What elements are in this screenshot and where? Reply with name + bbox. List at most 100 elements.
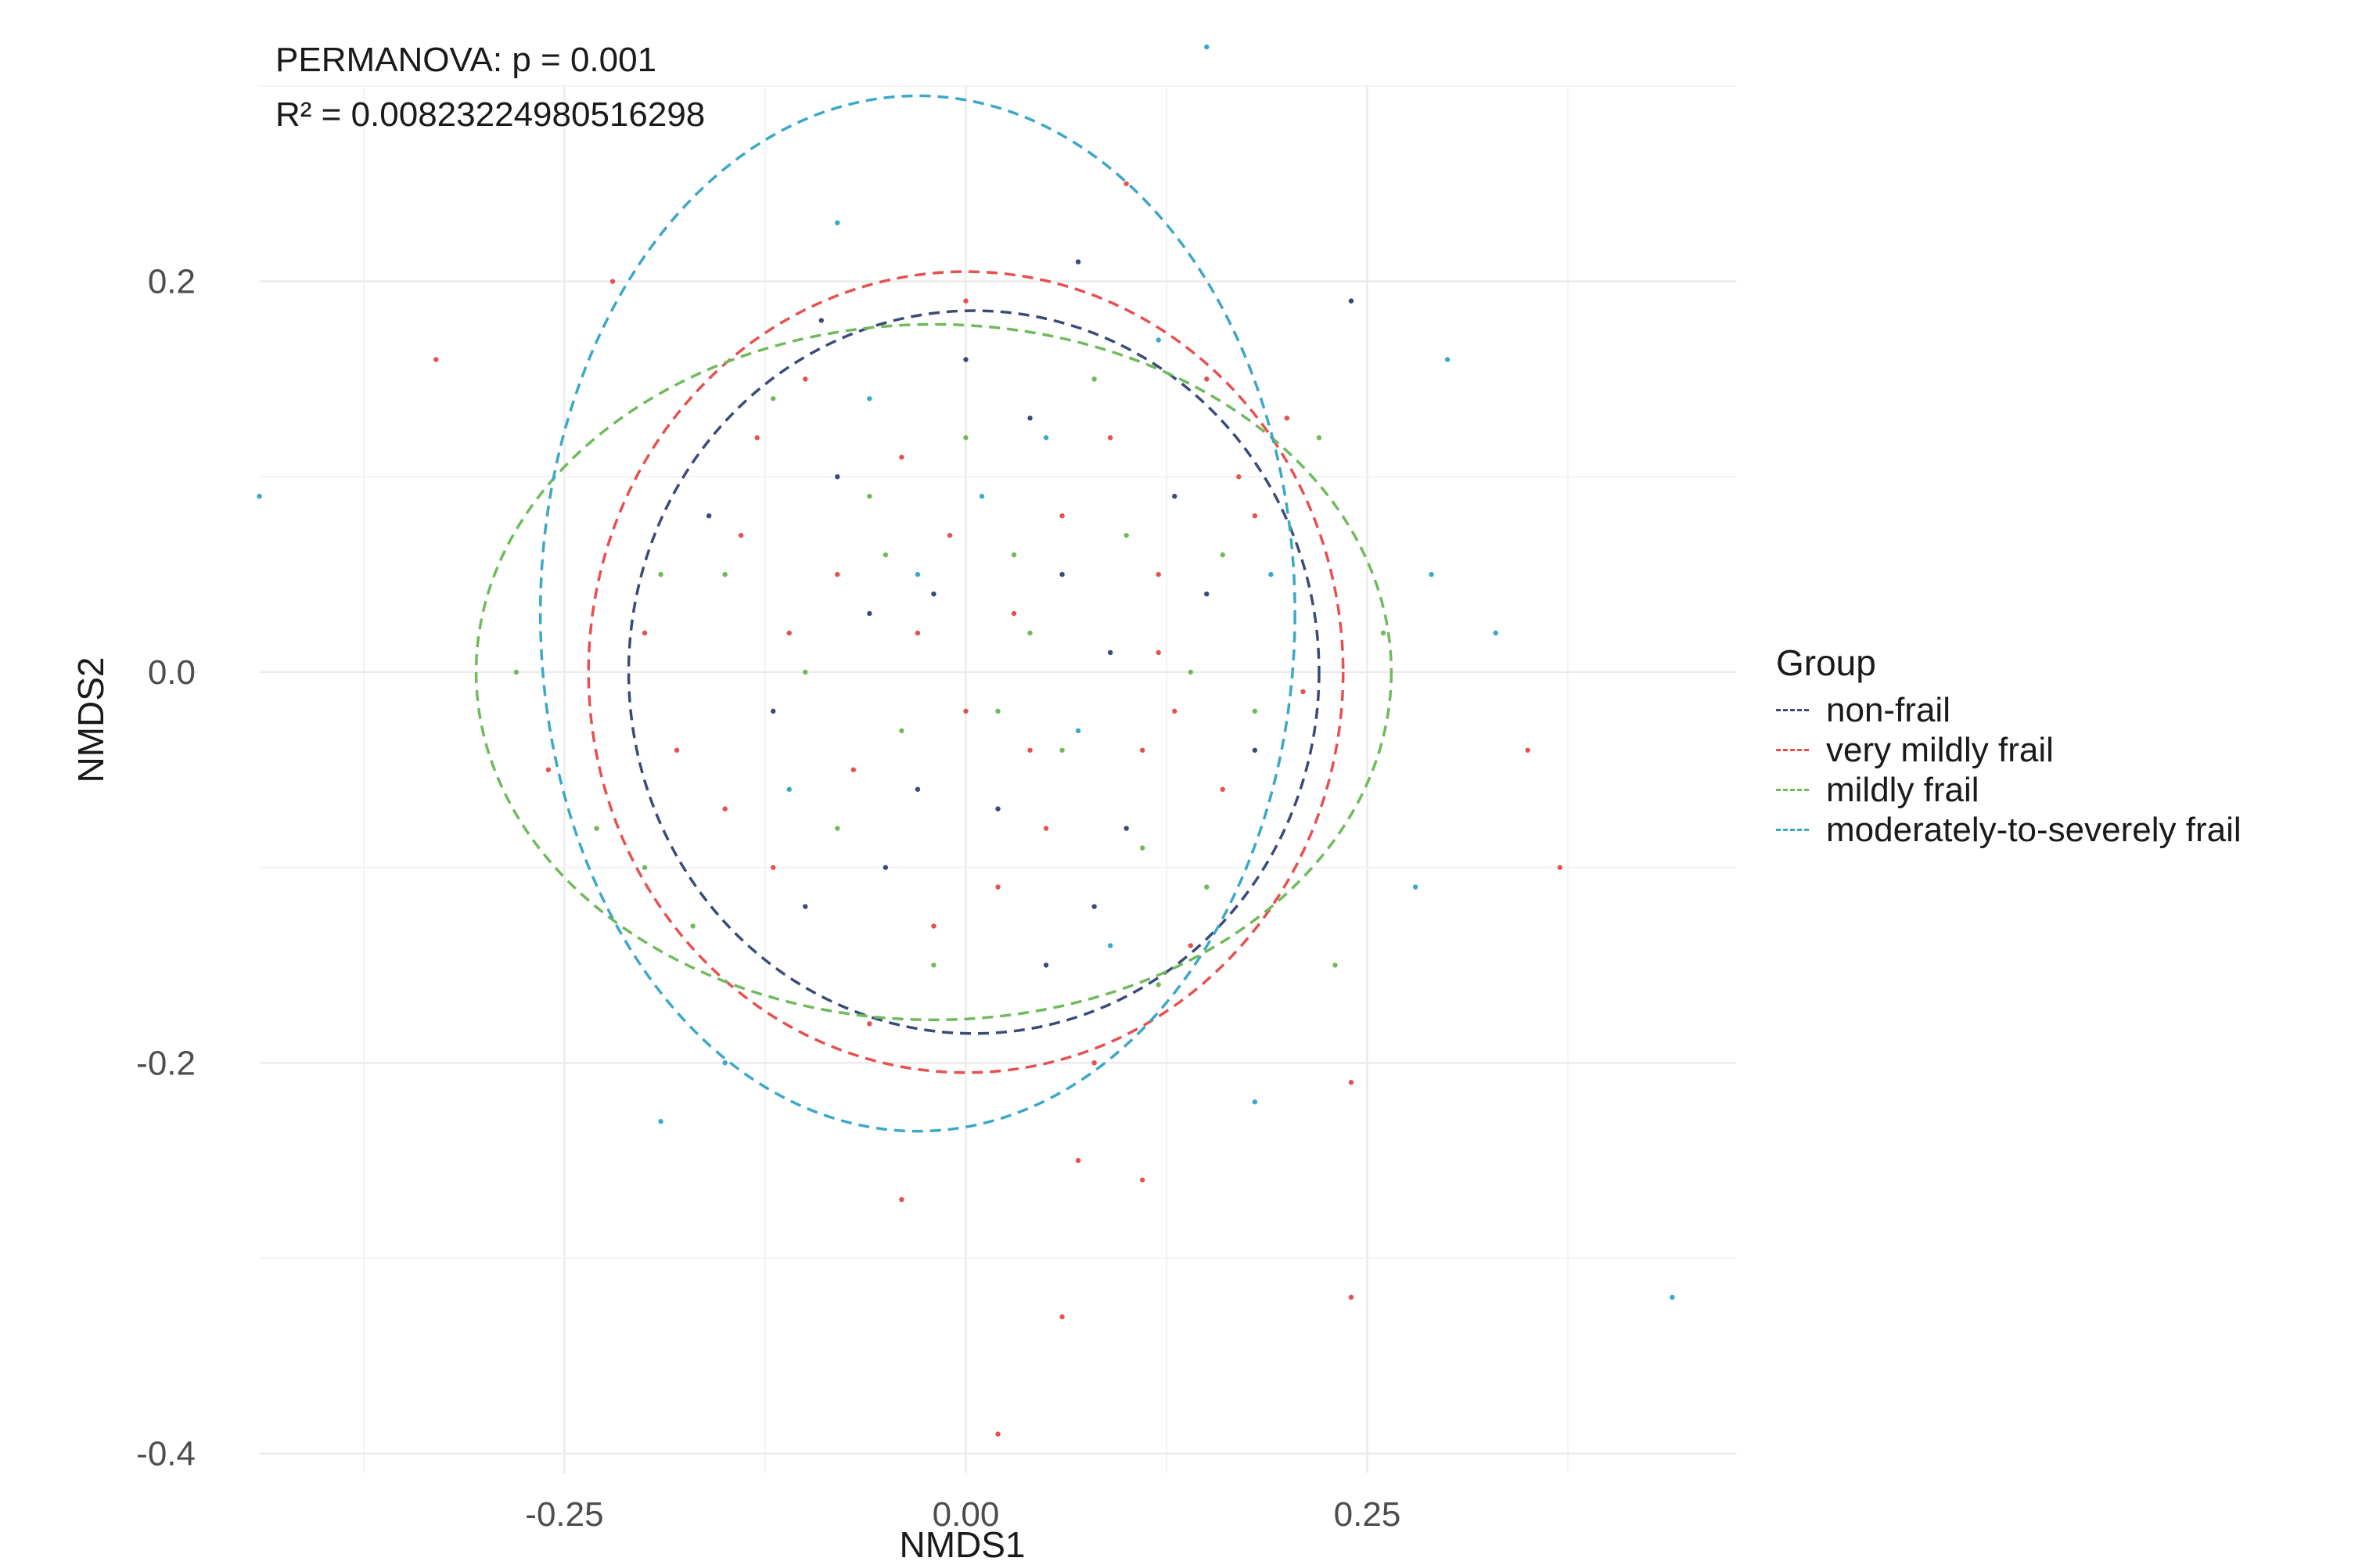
data-point [1075,1157,1081,1164]
data-point [513,669,520,675]
legend-key-very-mildly-frail [1776,749,1809,751]
data-point [1429,571,1434,577]
data-point [722,1060,728,1066]
data-point [1172,708,1177,714]
data-point [915,786,921,792]
data-point [1204,44,1210,50]
data-point [947,532,953,538]
data-point [818,318,824,323]
ellipse-series-1 [587,270,1345,1074]
data-point [1316,435,1322,441]
data-point [771,396,776,401]
legend-label: very mildly frail [1826,730,2054,769]
data-point [1123,826,1129,831]
data-point [867,610,872,617]
x-axis-ticks: -0.25 0.00 0.25 [525,1495,1400,1534]
data-point [1348,298,1354,304]
data-point [1268,571,1274,577]
data-point [1156,337,1161,343]
legend-title: Group [1776,642,1876,683]
data-point [1557,865,1562,870]
data-point [835,474,840,480]
data-point [803,376,808,382]
legend-item-very-mildly-frail: very mildly frail [1776,730,2242,770]
data-point [642,865,648,870]
x-tick-label: 0.25 [1334,1495,1401,1534]
data-point [1059,571,1065,577]
data-point [931,591,937,597]
data-point [1412,884,1418,890]
data-point [1091,376,1097,382]
data-point [899,728,904,734]
y-tick-label: -0.2 [136,1044,196,1082]
data-point [1300,689,1306,695]
data-point [1204,591,1210,597]
legend-label: mildly frail [1826,770,1979,809]
ellipse-series-0 [627,309,1321,1035]
data-point [771,865,776,870]
data-point [1091,1060,1097,1066]
data-point [979,494,985,499]
data-point [1220,552,1226,558]
data-point [931,962,937,968]
data-point [1140,1177,1145,1183]
data-point [674,747,680,753]
data-point [786,630,792,636]
data-point [1252,708,1258,714]
data-point [1204,884,1210,890]
data-point [1348,1080,1354,1085]
data-point [1252,1099,1258,1105]
data-point [915,571,921,577]
legend-label: moderately-to-severely frail [1826,810,2242,849]
data-point [1156,571,1161,577]
data-point [1188,943,1193,948]
data-point [1075,259,1081,264]
data-point [867,396,872,401]
data-point [1059,513,1065,519]
data-point [1027,416,1033,421]
data-point [883,552,889,558]
data-points [257,44,1675,1437]
data-point [771,708,776,714]
x-tick-label: -0.25 [525,1495,603,1534]
data-point [995,708,1001,714]
data-point [963,298,969,304]
data-point [1043,435,1049,441]
data-point [1123,181,1129,186]
data-point [835,826,840,831]
data-point [1140,747,1145,753]
x-tick-label: 0.00 [933,1495,1000,1534]
legend-label: non-frail [1826,690,1950,729]
data-point [931,923,937,929]
data-point [1123,532,1129,538]
data-point [1011,552,1017,558]
data-point [899,455,904,460]
data-point [257,494,262,499]
data-point [835,220,840,225]
data-point [642,630,648,636]
data-point [1525,747,1530,753]
data-point [1188,669,1193,675]
ellipse-series-2 [474,322,1393,1022]
data-point [995,1431,1001,1437]
data-point [1204,376,1210,382]
data-point [1284,416,1290,421]
data-point [658,1118,663,1124]
data-point [899,1196,904,1203]
data-point [1172,494,1177,499]
legend-item-mildly-frail: mildly frail [1776,770,2242,810]
data-point [1348,1294,1354,1301]
data-point [835,571,840,577]
data-point [1011,610,1017,617]
legend-item-moderately-to-severely-frail: moderately-to-severely frail [1776,810,2242,850]
legend-key-non-frail [1776,709,1809,711]
y-tick-label: 0.0 [148,653,196,692]
data-point [1220,786,1226,792]
data-point [963,435,969,441]
data-point [1091,904,1097,909]
data-point [803,904,808,909]
data-point [1107,435,1113,441]
data-point [786,786,792,792]
y-tick-label: 0.2 [148,263,196,301]
